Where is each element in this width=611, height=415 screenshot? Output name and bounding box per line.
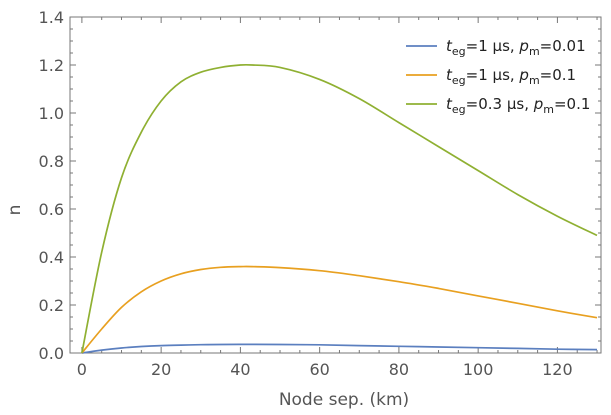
y-tick-label: 1.0 (39, 104, 64, 123)
x-tick-label: 60 (309, 360, 329, 379)
x-tick-label: 120 (542, 360, 573, 379)
y-tick-label: 0.6 (39, 200, 64, 219)
series-lines (81, 63, 598, 354)
x-tick-label: 0 (77, 360, 87, 379)
legend-label: teg=0.3 μs, pm=0.1 (446, 95, 590, 116)
legend-label: teg=1 μs, pm=0.01 (446, 37, 586, 58)
y-tick-label: 0.2 (39, 296, 64, 315)
x-tick-label: 20 (151, 360, 171, 379)
y-tick-label: 1.4 (39, 8, 64, 27)
x-tick-label: 100 (463, 360, 494, 379)
x-axis-label: Node sep. (km) (279, 390, 409, 410)
series-line (81, 343, 598, 354)
legend-item: teg=1 μs, pm=0.01 (406, 37, 586, 58)
y-tick-label: 0.4 (39, 248, 64, 267)
x-tick-label: 80 (389, 360, 409, 379)
series-line (81, 265, 598, 354)
series-line (81, 63, 598, 354)
axis-ticks: 0 20 40 60 80 100 120 0.0 0.2 0.4 0.6 0.8 1.0 1.2 1.4 (39, 8, 601, 379)
y-tick-label: 0.0 (39, 344, 64, 363)
legend-item: teg=0.3 μs, pm=0.1 (406, 95, 590, 116)
legend-item: teg=1 μs, pm=0.1 (406, 66, 576, 87)
x-tick-label: 40 (230, 360, 250, 379)
legend: teg=1 μs, pm=0.01 teg=1 μs, pm=0.1 teg=0.3… (406, 37, 590, 116)
y-axis-label: n (5, 205, 25, 216)
legend-label: teg=1 μs, pm=0.1 (446, 66, 576, 87)
y-tick-label: 1.2 (39, 56, 64, 75)
y-tick-label: 0.8 (39, 152, 64, 171)
